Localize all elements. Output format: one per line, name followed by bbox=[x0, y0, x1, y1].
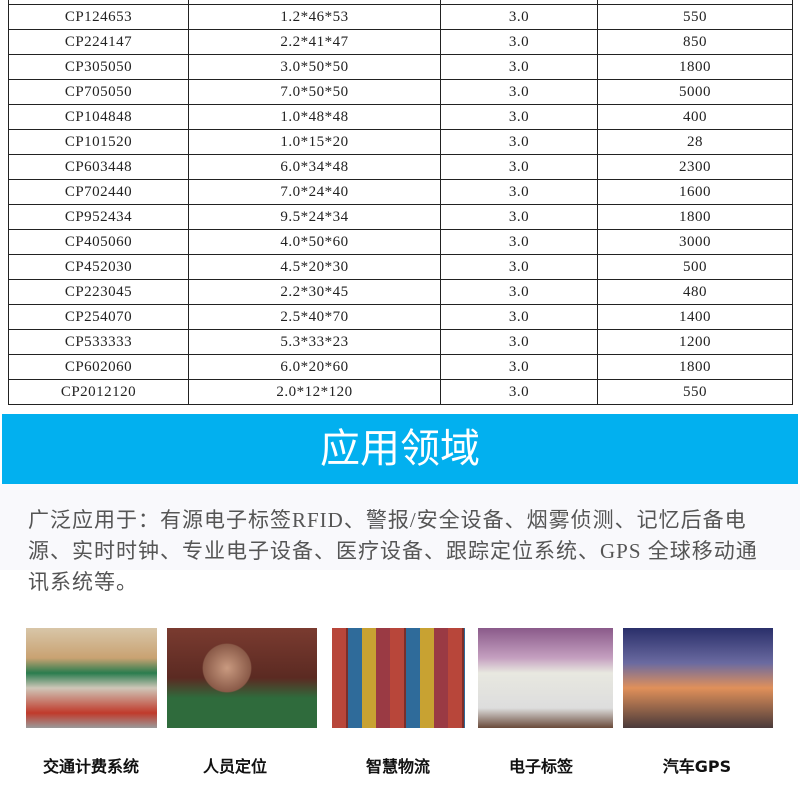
voltage-cell: 3.0 bbox=[440, 229, 598, 255]
size-cell: 5.3*33*23 bbox=[188, 329, 441, 355]
model-cell: CP124653 bbox=[8, 4, 189, 30]
table-row: CP124653 1.2*46*53 3.0 550 bbox=[8, 4, 793, 30]
model-cell: CP405060 bbox=[8, 229, 189, 255]
model-cell: CP952434 bbox=[8, 204, 189, 230]
voltage-cell: 3.0 bbox=[440, 354, 598, 380]
table-row: CP603448 6.0*34*48 3.0 2300 bbox=[8, 154, 793, 180]
model-cell: CP533333 bbox=[8, 329, 189, 355]
voltage-cell: 3.0 bbox=[440, 279, 598, 305]
app-label: 交通计费系统 bbox=[42, 757, 139, 776]
model-cell: CP101520 bbox=[8, 129, 189, 155]
size-cell: 4.5*20*30 bbox=[188, 254, 441, 280]
app-image-person bbox=[167, 628, 317, 728]
section-description: 广泛应用于：有源电子标签RFID、警报/安全设备、烟雾侦测、记忆后备电源、实时时… bbox=[28, 508, 758, 594]
table-row: CP2012120 2.0*12*120 3.0 550 bbox=[8, 379, 793, 405]
model-cell: CP702440 bbox=[8, 179, 189, 205]
capacity-cell: 1800 bbox=[597, 54, 793, 80]
spec-table: CP124653 1.2*46*53 3.0 550 CP224147 2.2*41*47… bbox=[8, 0, 793, 405]
size-cell: 1.2*46*53 bbox=[188, 4, 441, 30]
capacity-cell: 550 bbox=[597, 4, 793, 30]
voltage-cell: 3.0 bbox=[440, 154, 598, 180]
section-title: 应用领域 bbox=[320, 426, 480, 472]
capacity-cell: 28 bbox=[597, 129, 793, 155]
table-row: CP705050 7.0*50*50 3.0 5000 bbox=[8, 79, 793, 105]
capacity-cell: 1800 bbox=[597, 204, 793, 230]
size-cell: 1.0*15*20 bbox=[188, 129, 441, 155]
voltage-cell: 3.0 bbox=[440, 304, 598, 330]
table-row: CP223045 2.2*30*45 3.0 480 bbox=[8, 279, 793, 305]
capacity-cell: 5000 bbox=[597, 79, 793, 105]
size-cell: 4.0*50*60 bbox=[188, 229, 441, 255]
voltage-cell: 3.0 bbox=[440, 379, 598, 405]
app-label: 智慧物流 bbox=[365, 757, 430, 776]
app-image-esl bbox=[478, 628, 613, 728]
capacity-cell: 500 bbox=[597, 254, 793, 280]
size-cell: 7.0*50*50 bbox=[188, 79, 441, 105]
model-cell: CP223045 bbox=[8, 279, 189, 305]
capacity-cell: 1400 bbox=[597, 304, 793, 330]
table-row: CP101520 1.0*15*20 3.0 28 bbox=[8, 129, 793, 155]
model-cell: CP452030 bbox=[8, 254, 189, 280]
capacity-cell: 1800 bbox=[597, 354, 793, 380]
model-cell: CP603448 bbox=[8, 154, 189, 180]
size-cell: 6.0*20*60 bbox=[188, 354, 441, 380]
table-row: CP405060 4.0*50*60 3.0 3000 bbox=[8, 229, 793, 255]
table-row: CP452030 4.5*20*30 3.0 500 bbox=[8, 254, 793, 280]
table-row: CP533333 5.3*33*23 3.0 1200 bbox=[8, 329, 793, 355]
voltage-cell: 3.0 bbox=[440, 104, 598, 130]
table-row: CP602060 6.0*20*60 3.0 1800 bbox=[8, 354, 793, 380]
model-cell: CP254070 bbox=[8, 304, 189, 330]
size-cell: 1.0*48*48 bbox=[188, 104, 441, 130]
voltage-cell: 3.0 bbox=[440, 254, 598, 280]
model-cell: CP2012120 bbox=[8, 379, 189, 405]
size-cell: 2.2*30*45 bbox=[188, 279, 441, 305]
capacity-cell: 400 bbox=[597, 104, 793, 130]
size-cell: 9.5*24*34 bbox=[188, 204, 441, 230]
section-banner: 应用领域 bbox=[2, 414, 798, 484]
app-label: 汽车GPS bbox=[662, 757, 732, 776]
app-image-toll bbox=[26, 628, 157, 728]
table-row: CP224147 2.2*41*47 3.0 850 bbox=[8, 29, 793, 55]
size-cell: 3.0*50*50 bbox=[188, 54, 441, 80]
model-cell: CP705050 bbox=[8, 79, 189, 105]
table-row: CP305050 3.0*50*50 3.0 1800 bbox=[8, 54, 793, 80]
capacity-cell: 1200 bbox=[597, 329, 793, 355]
capacity-cell: 1600 bbox=[597, 179, 793, 205]
app-image-car-gps bbox=[623, 628, 773, 728]
voltage-cell: 3.0 bbox=[440, 79, 598, 105]
table-row: CP104848 1.0*48*48 3.0 400 bbox=[8, 104, 793, 130]
description-background bbox=[0, 484, 800, 570]
model-cell: CP104848 bbox=[8, 104, 189, 130]
table-row: CP254070 2.5*40*70 3.0 1400 bbox=[8, 304, 793, 330]
voltage-cell: 3.0 bbox=[440, 29, 598, 55]
app-label: 电子标签 bbox=[508, 757, 573, 776]
capacity-cell: 850 bbox=[597, 29, 793, 55]
size-cell: 2.2*41*47 bbox=[188, 29, 441, 55]
size-cell: 2.5*40*70 bbox=[188, 304, 441, 330]
capacity-cell: 2300 bbox=[597, 154, 793, 180]
capacity-cell: 3000 bbox=[597, 229, 793, 255]
table-row: CP702440 7.0*24*40 3.0 1600 bbox=[8, 179, 793, 205]
size-cell: 6.0*34*48 bbox=[188, 154, 441, 180]
size-cell: 7.0*24*40 bbox=[188, 179, 441, 205]
table-row: CP952434 9.5*24*34 3.0 1800 bbox=[8, 204, 793, 230]
capacity-cell: 550 bbox=[597, 379, 793, 405]
app-label: 人员定位 bbox=[202, 757, 267, 776]
model-cell: CP305050 bbox=[8, 54, 189, 80]
voltage-cell: 3.0 bbox=[440, 54, 598, 80]
model-cell: CP224147 bbox=[8, 29, 189, 55]
model-cell: CP602060 bbox=[8, 354, 189, 380]
size-cell: 2.0*12*120 bbox=[188, 379, 441, 405]
voltage-cell: 3.0 bbox=[440, 179, 598, 205]
voltage-cell: 3.0 bbox=[440, 329, 598, 355]
capacity-cell: 480 bbox=[597, 279, 793, 305]
voltage-cell: 3.0 bbox=[440, 129, 598, 155]
voltage-cell: 3.0 bbox=[440, 204, 598, 230]
app-image-containers bbox=[332, 628, 465, 728]
voltage-cell: 3.0 bbox=[440, 4, 598, 30]
